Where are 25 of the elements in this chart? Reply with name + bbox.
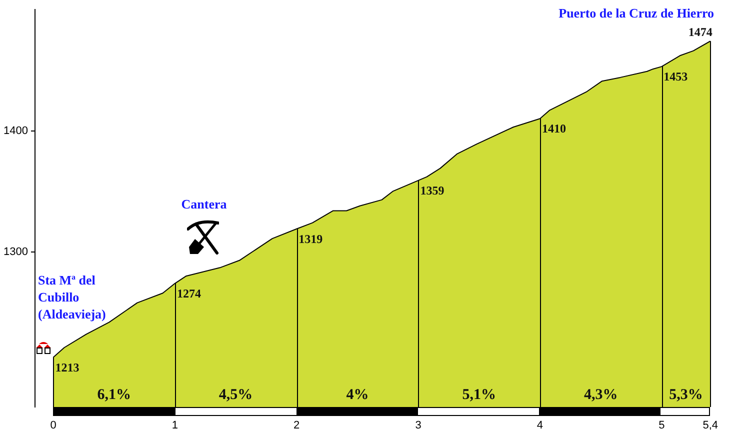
data-label: 1319	[298, 232, 323, 246]
x-tick-label: 0	[50, 420, 56, 430]
x-tick-label: 2	[294, 420, 300, 430]
data-label: 1474	[688, 25, 712, 40]
x-tick-label: 5,4	[702, 420, 718, 430]
annotation: 5,1%	[462, 386, 496, 403]
annotation: 5,3%	[669, 386, 703, 403]
y-tick-label: 1400	[4, 124, 28, 137]
annotation: 6,1%	[97, 386, 131, 403]
x-tick-label: 4	[536, 420, 544, 430]
data-label: 1274	[176, 286, 201, 301]
x-tick-label: 5	[658, 420, 665, 430]
annotation: 4,5%	[218, 386, 253, 403]
data-label: 1453	[664, 70, 688, 84]
data-label: 1410	[542, 122, 566, 136]
x-tick-label: 3	[415, 420, 422, 430]
data-label: 1213	[55, 360, 80, 374]
annotation: 4%	[346, 386, 369, 403]
y-tick-label: 1300	[4, 246, 28, 258]
data-label: 1359	[420, 184, 444, 198]
x-tick-label: 1	[172, 420, 178, 430]
annotation: Sta Mª del Cubillo (Aldeavieja)	[38, 272, 106, 322]
annotation: 4,3%	[584, 386, 618, 403]
annotation: Puerto de la Cruz de Hierro	[558, 5, 714, 20]
annotation: Cantera	[181, 196, 228, 212]
